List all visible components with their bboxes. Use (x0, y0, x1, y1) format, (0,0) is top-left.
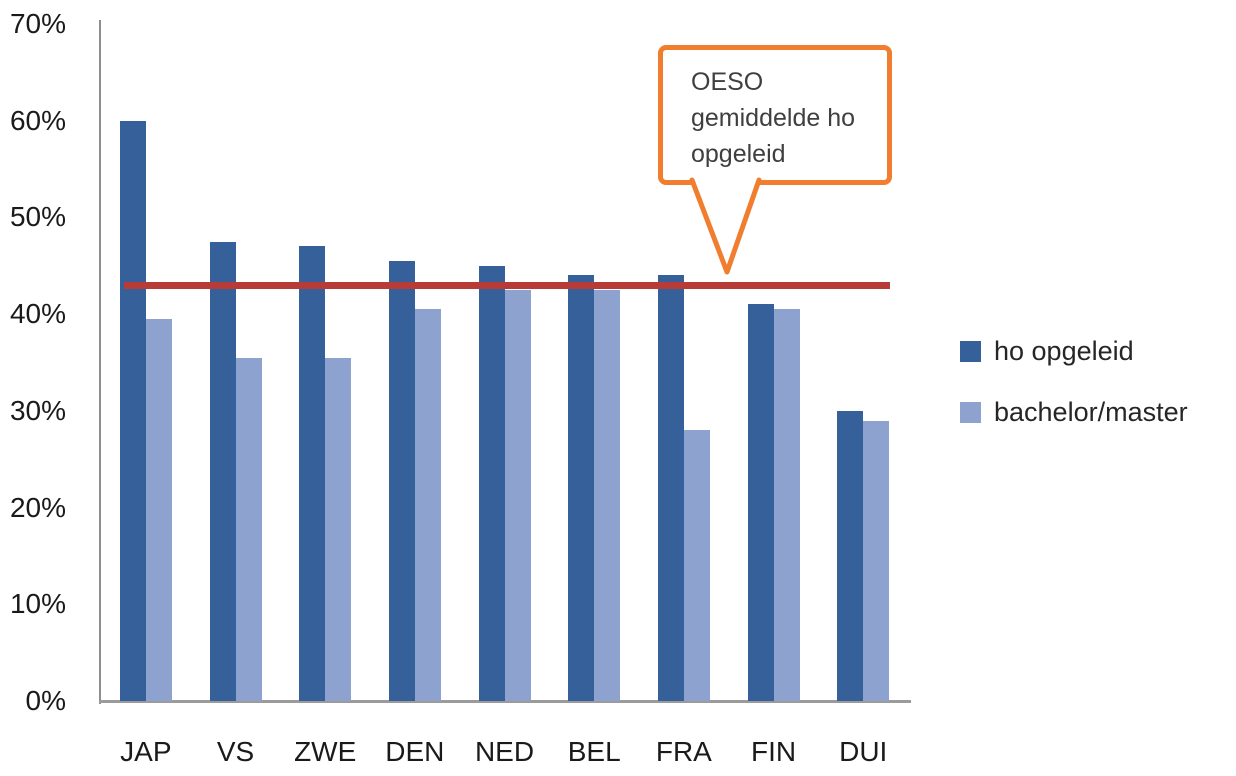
y-axis-tick-label: 20% (9, 491, 66, 523)
bar-bachelor-master-vs (235, 357, 262, 701)
bar-bachelor-master-den (414, 309, 441, 701)
x-axis-label-vs: VS (216, 736, 255, 767)
bar-group-ned (460, 24, 550, 701)
x-axis-label-jap: JAP (120, 736, 172, 767)
bar-bachelor-master-fin (773, 309, 800, 701)
bar-bachelor-master-ned (504, 289, 531, 701)
bar-group-fin (729, 24, 819, 701)
x-axis-label-fin: FIN (750, 736, 797, 767)
legend-item-ho-opgeleid: ho opgeleid (960, 336, 1188, 367)
bar-bachelor-master-fra (683, 430, 710, 701)
bar-group-den (370, 24, 460, 701)
x-axis-label-fra: FRA (655, 736, 712, 767)
bar-ho-opgeleid-fra (657, 275, 684, 701)
y-axis-tick-label: 50% (9, 201, 66, 233)
y-axis-tick-label: 70% (9, 8, 66, 39)
y-axis-tick-label: 60% (9, 104, 66, 136)
bar-group-zwe (280, 24, 370, 701)
legend-swatch (960, 341, 981, 362)
bar-group-vs (191, 24, 281, 701)
x-axis-label-dui: DUI (839, 736, 888, 767)
y-axis-tick-label: 0% (25, 685, 66, 716)
x-axis-label-ned: NED (474, 736, 535, 767)
legend: ho opgeleid bachelor/master (960, 336, 1188, 458)
bar-bachelor-master-bel (594, 289, 621, 701)
x-axis-line (99, 700, 911, 703)
y-axis-tick-label: 40% (9, 298, 66, 330)
plot-area (101, 24, 908, 701)
bar-bachelor-master-jap (145, 318, 172, 701)
bar-group-fra (639, 24, 729, 701)
callout-text: OESO gemiddelde ho opgeleid (691, 68, 856, 168)
bar-ho-opgeleid-zwe (299, 246, 326, 701)
bar-ho-opgeleid-dui (837, 410, 864, 701)
legend-item-bachelor-master: bachelor/master (960, 397, 1188, 428)
bar-ho-opgeleid-vs (209, 241, 236, 701)
bar-ho-opgeleid-fin (747, 304, 774, 701)
callout-oeso-average: OESO gemiddelde ho opgeleid (658, 45, 892, 185)
bar-ho-opgeleid-jap (119, 120, 146, 701)
bar-ho-opgeleid-ned (478, 265, 505, 701)
y-axis-line (99, 20, 101, 704)
legend-label: bachelor/master (994, 397, 1188, 427)
legend-label: ho opgeleid (994, 336, 1134, 366)
y-axis-tick-label: 10% (9, 588, 66, 620)
bar-bachelor-master-zwe (325, 357, 352, 701)
bar-group-bel (549, 24, 639, 701)
bar-bachelor-master-dui (863, 420, 890, 701)
bar-ho-opgeleid-den (388, 260, 415, 701)
x-axis-category-labels: JAP VS ZWE DEN NED BEL FRA FIN DUI (101, 736, 908, 768)
x-axis-label-den: DEN (385, 736, 445, 767)
x-axis-label-zwe: ZWE (294, 736, 357, 767)
bar-group-dui (818, 24, 908, 701)
x-axis-label-bel: BEL (567, 736, 621, 767)
bar-group-jap (101, 24, 191, 701)
bar-ho-opgeleid-bel (568, 275, 595, 701)
y-axis-tick-label: 30% (9, 394, 66, 426)
legend-swatch (960, 402, 981, 423)
reference-line (124, 282, 890, 289)
callout-tail (689, 177, 762, 275)
